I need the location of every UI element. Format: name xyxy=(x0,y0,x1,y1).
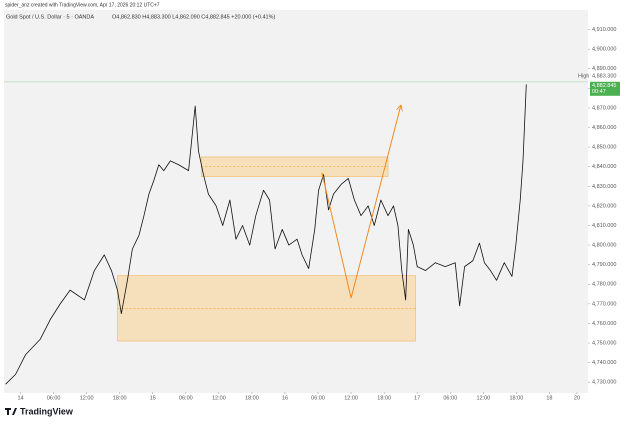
y-tick-label: 4,800.000 xyxy=(592,243,616,249)
x-tick-label: 15 xyxy=(150,395,156,401)
credit: spider_anz created with TradingView.com,… xyxy=(5,2,160,8)
countdown: 00:47 xyxy=(592,89,606,95)
last-price: 4,882.845 xyxy=(592,83,616,89)
y-tick-label: 4,830.000 xyxy=(592,184,616,190)
logo: TradingView xyxy=(5,406,74,416)
x-tick-label: 06:00 xyxy=(47,395,61,401)
y-tick-label: 4,780.000 xyxy=(592,282,616,288)
high-value: 4,883.300 xyxy=(592,73,616,79)
y-tick-label: 4,890.000 xyxy=(592,66,616,72)
x-tick-label: 18:00 xyxy=(509,395,523,401)
y-tick-label: 4,900.000 xyxy=(592,47,616,53)
y-tick-label: 4,740.000 xyxy=(592,360,616,366)
x-tick-label: 14 xyxy=(17,395,23,401)
x-tick-label: 18:00 xyxy=(377,395,391,401)
last-price-tag xyxy=(590,81,620,96)
x-tick-label: 06:00 xyxy=(311,395,325,401)
ohlc: O4,862.830 H4,883.300 L4,862.090 C4,882.… xyxy=(112,14,275,20)
y-tick-label: 4,810.000 xyxy=(592,223,616,229)
x-tick-label: 12:00 xyxy=(344,395,358,401)
x-tick-label: 12:00 xyxy=(476,395,490,401)
x-tick-label: 18:00 xyxy=(113,395,127,401)
chart-title: Gold Spot / U.S. Dollar · 5 · OANDA xyxy=(6,14,94,20)
plot xyxy=(4,81,588,385)
x-tick-label: 18 xyxy=(546,395,552,401)
x-tick-label: 18:00 xyxy=(245,395,259,401)
y-tick-label: 4,850.000 xyxy=(592,145,616,151)
y-tick-label: 4,840.000 xyxy=(592,164,616,170)
y-tick-label: 4,770.000 xyxy=(592,301,616,307)
x-tick-label: 17 xyxy=(414,395,420,401)
x-tick-label: 16 xyxy=(282,395,288,401)
logo-text: TradingView xyxy=(20,406,74,416)
y-tick-label: 4,870.000 xyxy=(592,105,616,111)
y-tick-label: 4,910.000 xyxy=(592,27,616,33)
y-tick-label: 4,750.000 xyxy=(592,340,616,346)
x-tick-label: 20 xyxy=(574,395,580,401)
x-tick-label: 12:00 xyxy=(80,395,94,401)
x-tick-label: 06:00 xyxy=(443,395,457,401)
x-tick-label: 06:00 xyxy=(179,395,193,401)
y-tick-label: 4,790.000 xyxy=(592,262,616,268)
plot-area xyxy=(4,10,588,393)
high-label: High xyxy=(578,73,589,79)
y-tick-label: 4,820.000 xyxy=(592,203,616,209)
y-tick-label: 4,760.000 xyxy=(592,321,616,327)
x-tick-label: 12:00 xyxy=(212,395,226,401)
price-line xyxy=(5,84,527,385)
y-tick-label: 4,730.000 xyxy=(592,380,616,386)
projection xyxy=(321,106,401,299)
y-tick-label: 4,860.000 xyxy=(592,125,616,131)
